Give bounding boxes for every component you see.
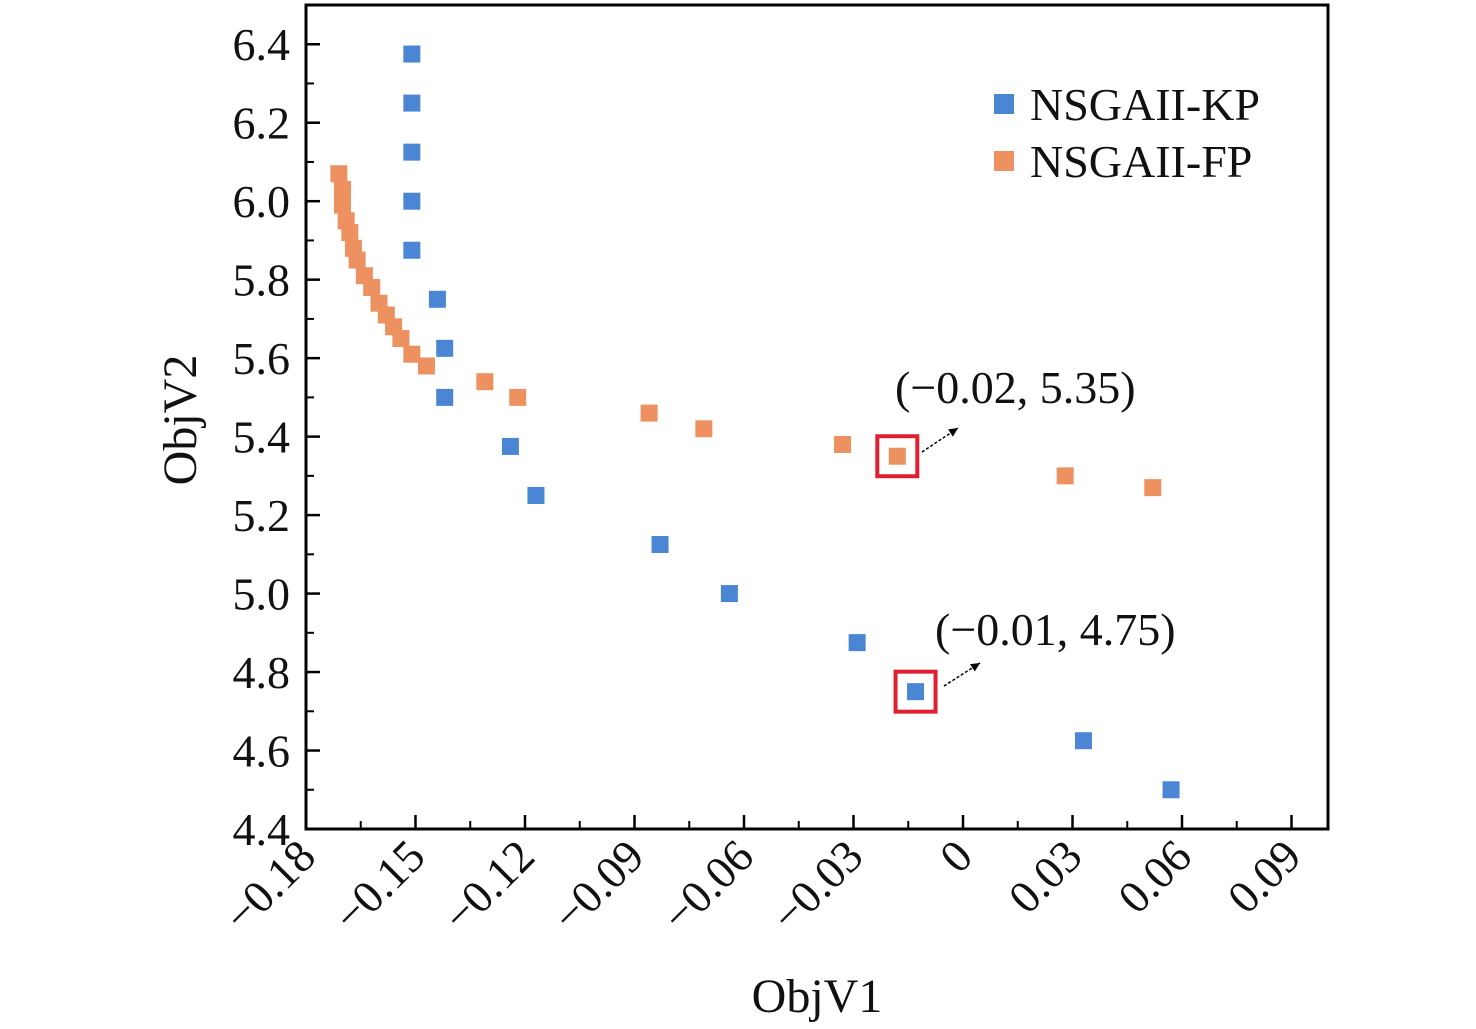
x-axis-title: ObjV1 [752, 970, 883, 1023]
legend-label-nsgaii-kp: NSGAII-KP [1030, 79, 1260, 130]
x-tick-label-3: −0.09 [542, 830, 653, 941]
x-tick-label-5: −0.03 [761, 830, 872, 941]
fp-point-18 [695, 420, 713, 438]
kp-point-9 [527, 486, 545, 504]
kp-point-4 [403, 241, 421, 259]
y-tick-label-3: 5.0 [233, 569, 291, 620]
annotation-label-1: (−0.01, 4.75) [935, 604, 1176, 655]
y-tick-label-9: 6.2 [233, 98, 291, 149]
kp-point-5 [428, 290, 446, 308]
y-tick-label-1: 4.6 [233, 726, 291, 777]
y-tick-label-6: 5.6 [233, 333, 291, 384]
kp-point-3 [403, 192, 421, 210]
fp-point-12 [392, 330, 410, 348]
fp-point-1 [334, 180, 351, 198]
x-tick-label-2: −0.12 [433, 830, 544, 941]
legend: NSGAII-KP NSGAII-FP [994, 79, 1260, 187]
fp-point-13 [403, 345, 421, 363]
highlight-box-1 [893, 669, 938, 714]
x-tick-label-7: 0.03 [999, 830, 1092, 923]
kp-point-13 [907, 683, 925, 701]
fp-point-21 [1056, 467, 1074, 485]
legend-swatch-nsgaii-fp [994, 151, 1014, 171]
kp-point-0 [403, 45, 421, 63]
y-tick-label-2: 4.8 [233, 647, 291, 698]
kp-point-6 [436, 339, 454, 357]
x-tick-label-8: 0.06 [1108, 830, 1201, 923]
fp-point-19 [834, 435, 852, 453]
highlight-box-0 [875, 434, 920, 479]
plot-area [304, 3, 1330, 831]
kp-point-7 [436, 388, 454, 406]
y-tick-label-5: 5.4 [233, 412, 291, 463]
kp-point-12 [848, 634, 866, 652]
fp-point-0 [330, 165, 348, 183]
kp-point-11 [720, 585, 738, 603]
y-tick-label-8: 6.0 [233, 176, 291, 227]
y-axis: 4.4 4.6 4.8 5.0 5.2 5.4 5.6 5.8 6.0 6.2 6.4 [233, 19, 320, 855]
fp-point-6 [348, 251, 366, 269]
y-tick-label-4: 5.2 [233, 490, 291, 541]
fp-point-20 [888, 447, 906, 465]
annotation-arrowhead-1 [970, 663, 980, 672]
y-tick-label-0: 4.4 [233, 804, 291, 855]
x-axis: −0.18−0.15−0.12−0.09−0.06−0.03 0 0.03 0.06 0… [214, 815, 1311, 941]
kp-point-14 [1074, 732, 1092, 750]
kp-point-2 [403, 143, 421, 161]
kp-point-10 [651, 536, 669, 554]
annotation-label-0: (−0.02, 5.35) [895, 362, 1136, 413]
kp-point-8 [501, 437, 519, 455]
x-tick-label-6: 0 [930, 830, 982, 882]
fp-point-16 [509, 388, 527, 406]
fp-point-17 [640, 404, 658, 422]
annotation-arrowhead-0 [948, 428, 958, 437]
legend-label-nsgaii-fp: NSGAII-FP [1030, 136, 1252, 187]
y-tick-label-7: 5.8 [233, 255, 291, 306]
fp-point-4 [341, 224, 359, 242]
fp-point-22 [1144, 479, 1162, 497]
fp-point-8 [363, 279, 381, 297]
data-points [330, 45, 1180, 799]
fp-point-2 [334, 196, 351, 214]
annotations: (−0.02, 5.35) (−0.01, 4.75) [875, 362, 1176, 714]
y-tick-label-10: 6.4 [233, 19, 291, 70]
y-axis-title: ObjV2 [154, 355, 207, 486]
fp-point-15 [476, 373, 494, 391]
x-tick-label-4: −0.06 [652, 830, 763, 941]
fp-point-14 [417, 357, 435, 375]
x-tick-label-9: 0.09 [1218, 830, 1311, 923]
x-tick-label-1: −0.15 [323, 830, 434, 941]
kp-point-1 [403, 94, 421, 112]
legend-swatch-nsgaii-kp [994, 94, 1014, 114]
kp-point-15 [1162, 781, 1180, 799]
